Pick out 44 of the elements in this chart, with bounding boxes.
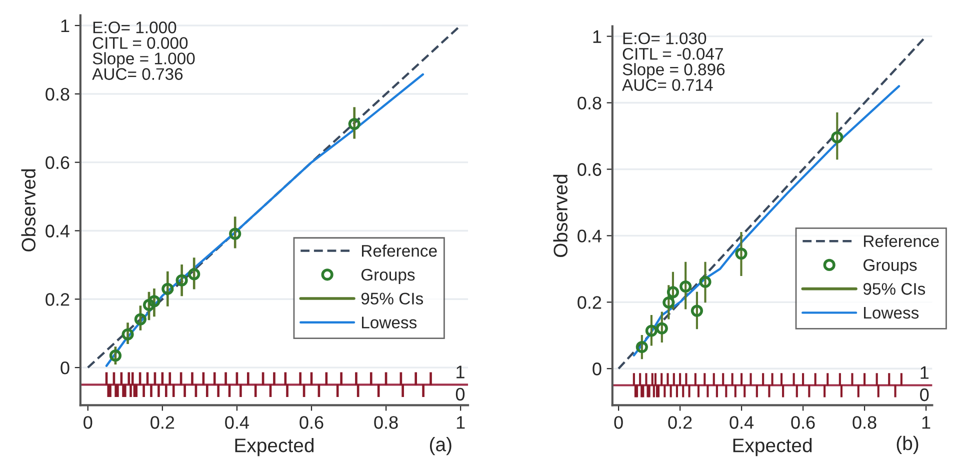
legend-label: Groups <box>361 268 415 284</box>
x-tick-label: 0 <box>84 416 92 429</box>
x-tick-label: 0.2 <box>668 416 692 429</box>
y-tick-label: 1 <box>61 20 70 32</box>
y-tick-label: 0.2 <box>46 293 70 306</box>
annotation: E:O= 1.000 CITL = 0.000 Slope = 1.000 AUC= 0.736 <box>92 22 195 80</box>
annotation: E:O= 1.030 CITL = -0.047 Slope = 0.896 AUC= 0.714 <box>622 32 725 91</box>
x-tick-label: 0.6 <box>791 416 815 429</box>
x-tick-label: 0.4 <box>225 416 249 429</box>
y-tick-label: 0.8 <box>578 96 602 110</box>
x-tick-label: 0.8 <box>374 416 398 429</box>
x-axis-title: Expected <box>733 438 812 456</box>
annotation: 0 <box>920 388 929 402</box>
legend-label: Reference <box>362 244 437 257</box>
legend-label: 95% CIs <box>863 283 926 295</box>
y-tick-label: 0.8 <box>46 88 70 101</box>
text: (b) <box>896 436 918 454</box>
y-axis-title: Observed <box>21 169 36 252</box>
legend-label: Groups <box>864 259 917 274</box>
legend-label: Reference <box>864 234 939 248</box>
annotation: 1 <box>456 366 464 378</box>
y-tick-label: 1 <box>593 30 602 43</box>
x-tick-label: 0.6 <box>300 416 324 429</box>
y-tick-label: 0.2 <box>578 296 602 309</box>
y-tick-label: 0 <box>592 362 602 376</box>
x-tick-label: 0 <box>614 416 623 429</box>
legend-label: 95% CIs <box>361 292 424 305</box>
text: (a) <box>430 437 452 456</box>
x-tick-label: 0.4 <box>730 416 754 429</box>
legend-label: Lowess <box>864 307 919 319</box>
y-tick-label: 0.4 <box>46 224 70 238</box>
annotation: 1 <box>920 366 929 379</box>
x-tick-label: 1 <box>456 416 465 429</box>
annotation: 0 <box>456 388 465 401</box>
x-tick-label: 0.8 <box>852 416 876 429</box>
y-tick-label: 0.4 <box>578 230 602 242</box>
legend-label: Lowess <box>362 316 417 328</box>
y-axis-title: Observed <box>553 174 568 257</box>
y-tick-label: 0 <box>60 361 70 374</box>
y-tick-label: 0.6 <box>578 163 602 176</box>
y-tick-label: 0.6 <box>46 156 70 170</box>
x-axis-title: Expected <box>235 438 314 456</box>
x-tick-label: 1 <box>922 416 930 429</box>
x-tick-label: 0.2 <box>150 416 174 429</box>
